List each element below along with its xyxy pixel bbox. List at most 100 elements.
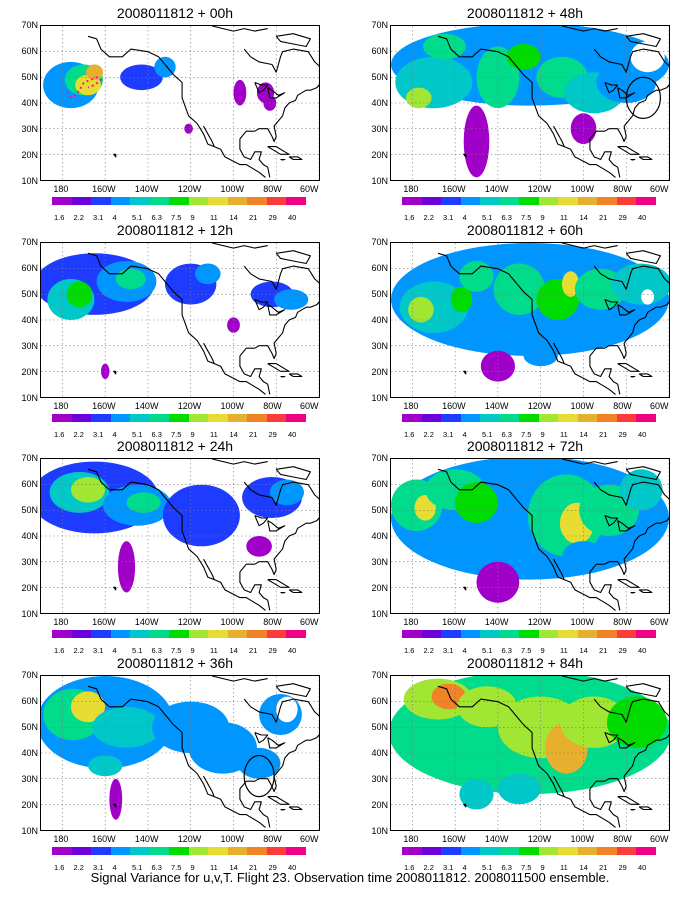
variance-map	[390, 25, 670, 181]
colorbar-swatch	[286, 197, 306, 205]
variance-region	[476, 561, 520, 603]
colorbar-swatch	[91, 630, 111, 638]
variance-region	[619, 469, 663, 511]
colorbar-swatch	[538, 414, 559, 422]
colorbar-swatch	[597, 414, 617, 422]
coastline	[589, 84, 669, 143]
variance-region	[70, 477, 106, 503]
coastline	[617, 87, 636, 99]
coastline	[288, 806, 303, 811]
colorbar-swatch	[130, 847, 150, 855]
colorbar-swatch	[441, 414, 461, 422]
lat-tick-label: 10N	[371, 826, 388, 836]
colorbar-label: 11	[210, 863, 218, 872]
colorbar-swatch	[499, 847, 520, 855]
variance-region	[480, 350, 515, 382]
coastline	[267, 363, 290, 372]
colorbar-label: 3.1	[93, 646, 104, 655]
lat-tick-label: 40N	[371, 748, 388, 758]
colorbar-label: 14	[579, 430, 588, 439]
coastline	[625, 250, 661, 265]
lat-tick-label: 10N	[21, 609, 38, 619]
coastline	[87, 468, 266, 611]
colorbar-swatch	[91, 197, 111, 205]
lat-tick-label: 60N	[371, 46, 388, 56]
lat-tick-label: 60N	[21, 696, 38, 706]
colorbar-swatch	[441, 630, 461, 638]
coastline	[463, 803, 467, 808]
variance-region	[274, 289, 309, 310]
lon-tick-label: 140W	[484, 401, 509, 411]
colorbar-swatch	[227, 197, 248, 205]
coastline	[280, 158, 286, 161]
colorbar-swatch	[460, 847, 481, 855]
lat-tick-label: 40N	[21, 748, 38, 758]
colorbar-label: 21	[249, 863, 258, 872]
lat-tick-label: 70N	[371, 20, 388, 30]
variance-region	[423, 33, 466, 60]
coastline	[203, 125, 215, 147]
colorbar-label: 9	[540, 646, 545, 655]
coastline	[203, 342, 215, 364]
coastline	[553, 775, 565, 797]
coastline	[553, 342, 565, 364]
colorbar-swatch	[421, 847, 442, 855]
coastline	[267, 796, 290, 805]
colorbar-swatch	[266, 630, 287, 638]
coastline	[463, 153, 467, 158]
colorbar-swatch	[421, 630, 442, 638]
coastline	[113, 586, 117, 591]
colorbar-label: 5.1	[132, 646, 143, 655]
lat-tick-label: 70N	[21, 237, 38, 247]
coastline	[239, 355, 271, 395]
coastline	[553, 125, 565, 147]
colorbar-label: 1.6	[404, 863, 415, 872]
lon-tick-label: 140W	[134, 184, 159, 194]
coastline	[203, 775, 215, 797]
variance-region	[195, 263, 221, 285]
lat-tick-label: 30N	[371, 341, 388, 351]
colorbar-swatch	[460, 630, 481, 638]
coastline	[211, 26, 268, 32]
colorbar-swatch	[421, 197, 442, 205]
forecast-panel: 2008011812 + 72h 70N 60N 50N 40N 30N 20N 10N 180…	[360, 438, 690, 658]
forecast-panel: 2008011812 + 24h 70N 60N 50N 40N 30N 20N 10N 180…	[10, 438, 340, 658]
coastline	[561, 243, 618, 249]
lat-tick-label: 40N	[21, 315, 38, 325]
lon-tick-label: 180	[53, 401, 69, 411]
colorbar-swatch	[71, 197, 92, 205]
colorbar-swatch	[266, 847, 287, 855]
colorbar-label: 14	[229, 863, 238, 872]
lon-tick-label: 100W	[220, 617, 244, 627]
colorbar-swatch	[188, 630, 209, 638]
lon-tick-label: 60W	[300, 617, 319, 627]
lon-tick-label: 160W	[442, 617, 466, 627]
colorbar-swatch	[110, 414, 131, 422]
colorbar-label: 4	[112, 213, 117, 222]
coastline	[630, 591, 636, 594]
colorbar-swatch	[149, 630, 170, 638]
colorbar-label: 29	[618, 213, 627, 222]
colorbar-swatch	[188, 847, 209, 855]
colorbar-swatch	[616, 630, 637, 638]
colorbar-label: 6.3	[501, 646, 512, 655]
colorbar-label: 40	[638, 430, 647, 439]
colorbar-swatch	[227, 414, 248, 422]
lat-tick-label: 60N	[21, 479, 38, 489]
panel-title: 2008011812 + 60h	[466, 222, 584, 238]
colorbar-swatch	[402, 197, 422, 205]
lon-tick-label: 80W	[263, 834, 282, 844]
lon-tick-label: 180	[403, 834, 419, 844]
lat-tick-label: 40N	[21, 98, 38, 108]
coastline	[593, 698, 669, 723]
colorbar-swatch	[421, 414, 442, 422]
coastline	[239, 138, 271, 178]
colorbar-label: 9	[190, 430, 195, 439]
colorbar-swatch	[460, 414, 481, 422]
coastline	[280, 375, 286, 378]
colorbar-label: 29	[618, 430, 627, 439]
colorbar-swatch	[110, 847, 131, 855]
coastline	[211, 459, 268, 465]
coastline	[280, 808, 286, 811]
variance-region	[66, 281, 93, 308]
